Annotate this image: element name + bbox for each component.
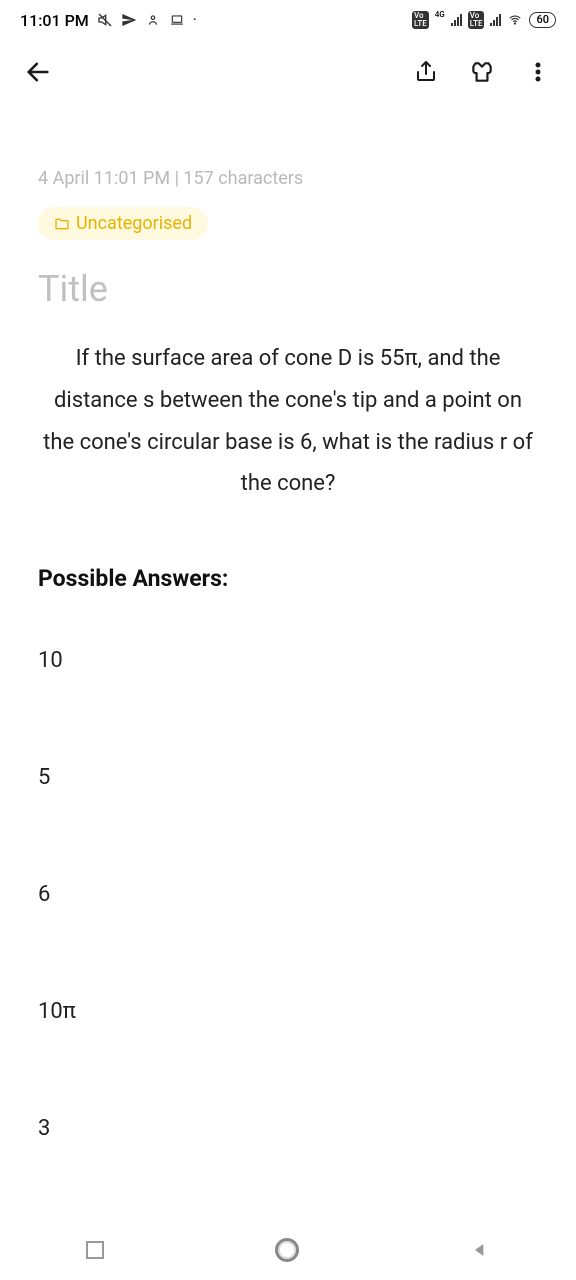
user-icon <box>145 12 161 28</box>
note-body[interactable]: If the surface area of cone D is 55π, an… <box>38 338 538 505</box>
answer-option[interactable]: 5 <box>38 765 538 790</box>
title-field[interactable]: Title <box>38 268 538 310</box>
answers-heading: Possible Answers: <box>38 565 538 592</box>
answer-option[interactable]: 10π <box>38 999 538 1024</box>
theme-button[interactable] <box>468 58 496 86</box>
wifi-icon <box>507 12 523 28</box>
system-nav-bar <box>0 1220 576 1280</box>
note-meta: 4 April 11:01 PM | 157 characters <box>38 168 538 189</box>
recents-button[interactable] <box>86 1241 104 1259</box>
volte-badge-2: VoLTE <box>468 11 485 29</box>
dot-icon: · <box>193 12 197 28</box>
category-chip[interactable]: Uncategorised <box>38 207 208 240</box>
more-button[interactable] <box>524 58 552 86</box>
answer-option[interactable]: 3 <box>38 1116 538 1141</box>
category-label: Uncategorised <box>76 213 192 234</box>
status-left: 11:01 PM · <box>20 11 197 30</box>
net-4g-label: 4G <box>435 10 445 19</box>
signal-bars-2 <box>490 14 501 26</box>
status-time: 11:01 PM <box>20 11 89 30</box>
back-nav-button[interactable] <box>470 1240 490 1260</box>
battery-indicator: 60 <box>529 12 556 28</box>
mute-icon <box>97 12 113 28</box>
back-button[interactable] <box>24 58 52 86</box>
home-button[interactable] <box>275 1238 299 1262</box>
status-bar: 11:01 PM · VoLTE 4G VoLTE 60 <box>0 0 576 40</box>
send-icon <box>121 12 137 28</box>
answer-option[interactable]: 6 <box>38 882 538 907</box>
share-button[interactable] <box>412 58 440 86</box>
volte-badge-1: VoLTE <box>412 11 429 29</box>
folder-icon <box>54 216 70 232</box>
device-icon <box>169 12 185 28</box>
signal-bars-1 <box>451 14 462 26</box>
status-right: VoLTE 4G VoLTE 60 <box>412 11 556 29</box>
answer-option[interactable]: 10 <box>38 648 538 673</box>
note-content: 4 April 11:01 PM | 157 characters Uncate… <box>0 104 576 1141</box>
app-header <box>0 40 576 104</box>
